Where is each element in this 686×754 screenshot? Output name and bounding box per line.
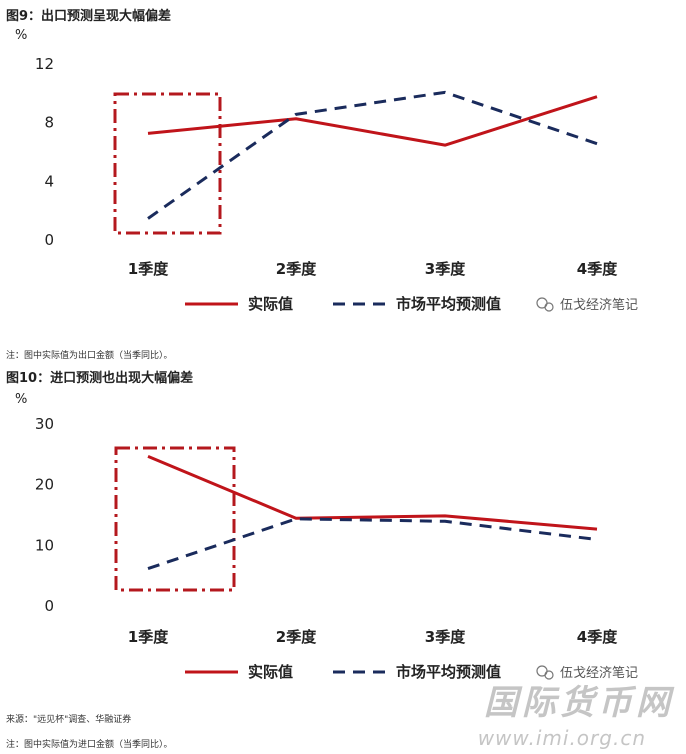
x-tick-label: 4季度	[577, 628, 618, 646]
x-tick-label: 3季度	[425, 260, 466, 278]
legend-label-actual: 实际值	[248, 663, 293, 681]
chart1-unit-label: %	[15, 28, 27, 43]
series-line-actual	[147, 95, 598, 147]
y-tick-label: 12	[35, 55, 54, 73]
chart2-source: 来源："远见杯"调查、华融证券	[6, 715, 132, 725]
y-tick-label: 10	[35, 536, 54, 554]
chart1-note: 注：图中实际值为出口金额（当季同比）。	[6, 351, 173, 361]
y-tick-label: 8	[44, 114, 54, 132]
chart2-unit-label: %	[15, 392, 27, 407]
highlight-box	[113, 92, 222, 235]
series-line-forecast	[147, 90, 598, 220]
wechat-watermark: 伍戈经济笔记	[536, 297, 638, 313]
y-tick-label: 30	[35, 415, 54, 433]
x-tick-label: 4季度	[577, 260, 618, 278]
legend-label-forecast: 市场平均预测值	[396, 663, 501, 681]
legend-label-actual: 实际值	[248, 295, 293, 313]
legend-label-forecast: 市场平均预测值	[396, 295, 501, 313]
y-tick-label: 20	[35, 476, 54, 494]
x-tick-label: 2季度	[276, 260, 317, 278]
wechat-icon-bubble	[544, 670, 554, 680]
x-tick-label: 3季度	[425, 628, 466, 646]
series-line-actual	[147, 454, 598, 531]
y-tick-label: 4	[44, 172, 54, 190]
wechat-watermark: 伍戈经济笔记	[536, 665, 638, 681]
site-watermark-url: www.imi.org.cn	[477, 726, 646, 750]
x-tick-label: 1季度	[128, 628, 169, 646]
site-watermark: 国际货币网	[484, 683, 674, 723]
chart2-note: 注：图中实际值为进口金额（当季同比）。	[6, 740, 173, 750]
y-tick-label: 0	[44, 597, 54, 615]
series-line-forecast	[147, 517, 598, 571]
chart2-title: 图10：进口预测也出现大幅偏差	[6, 371, 194, 386]
y-tick-label: 0	[44, 231, 54, 249]
wechat-icon-bubble	[544, 302, 554, 312]
x-tick-label: 1季度	[128, 260, 169, 278]
x-tick-label: 2季度	[276, 628, 317, 646]
chart1-title: 图9：出口预测呈现大幅偏差	[6, 9, 172, 24]
watermark-label: 伍戈经济笔记	[560, 665, 638, 681]
watermark-label: 伍戈经济笔记	[560, 297, 638, 313]
highlight-box	[114, 446, 236, 592]
